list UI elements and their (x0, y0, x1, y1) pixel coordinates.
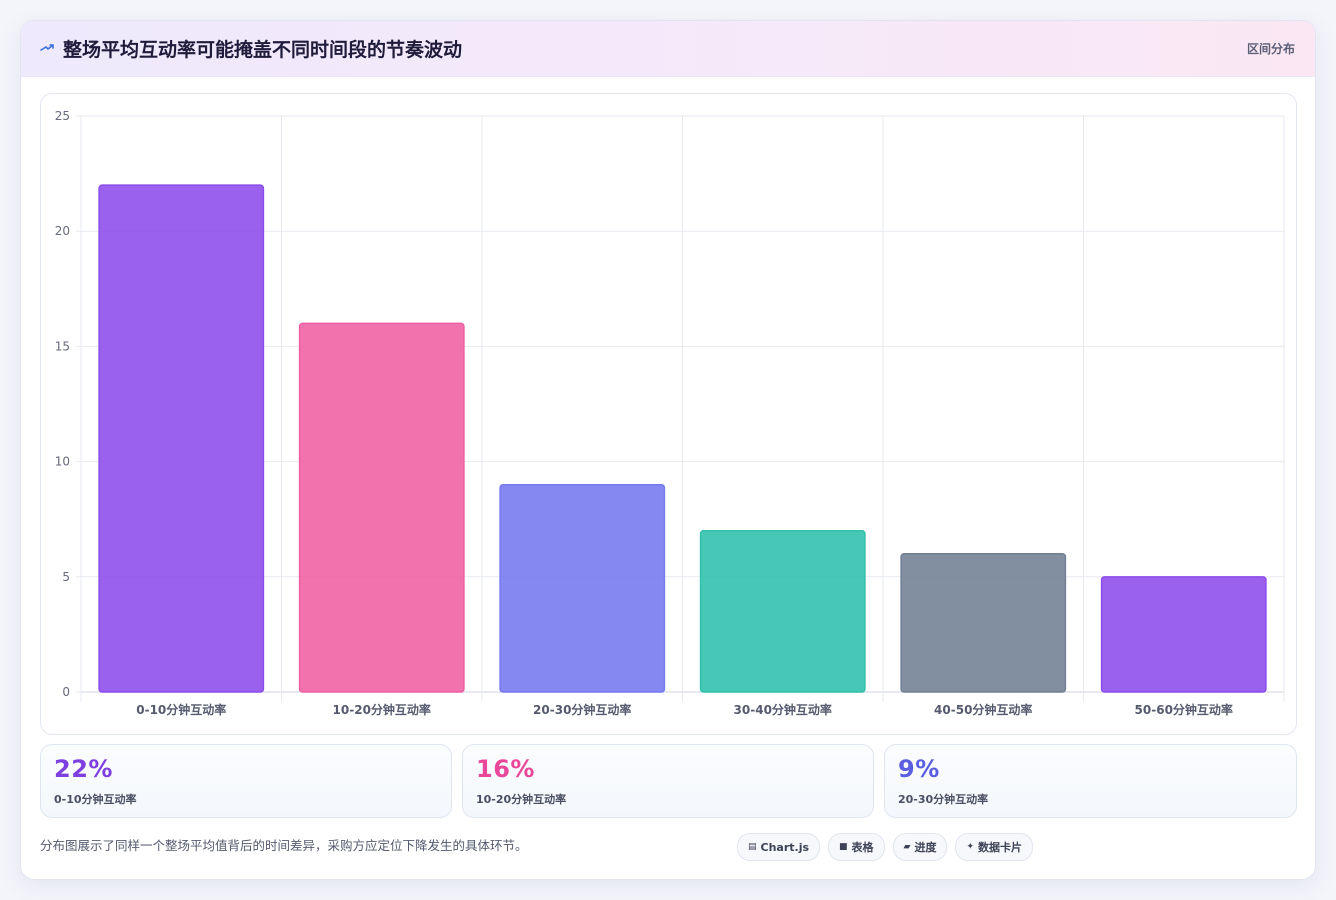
y-tick-label: 5 (62, 570, 70, 584)
x-tick-label: 0-10分钟互动率 (136, 702, 226, 717)
tag-label: 数据卡片 (978, 841, 1023, 854)
stat-value: 16% (476, 755, 535, 783)
bar (98, 184, 265, 693)
stat-card-0: 22% 0-10分钟互动率 (40, 744, 452, 818)
bar-chart: 0 5 10 15 20 25 0-10分钟互动率 10-20分钟互动率 20-30分钟互动率 3… (55, 109, 1285, 717)
stat-value: 22% (54, 755, 113, 783)
tag-chartjs[interactable]: ▤ Chart.js (737, 833, 821, 861)
tag-label: 表格 (851, 841, 874, 854)
stat-label: 0-10分钟互动率 (54, 793, 137, 806)
y-tick-label: 15 (55, 339, 70, 353)
distribution-badge: 区间分布 (1246, 42, 1295, 56)
stat-label: 20-30分钟互动率 (898, 793, 989, 806)
tag-list: ▤ Chart.js ■ 表格 ▰ 进度 ✦ 数据卡片 (737, 833, 1034, 861)
stat-card-1: 16% 10-20分钟互动率 (462, 744, 874, 818)
y-tick-label: 20 (55, 224, 70, 238)
bar (900, 553, 1067, 693)
progress-icon: ▰ (903, 842, 911, 852)
page-title: 整场平均互动率可能掩盖不同时间段的节奏波动 (63, 39, 463, 61)
stat-card-2: 9% 20-30分钟互动率 (884, 744, 1297, 818)
table-icon: ■ (839, 842, 848, 852)
chart-icon: ▤ (748, 842, 757, 852)
chart-panel: 0 5 10 15 20 25 0-10分钟互动率 10-20分钟互动率 20-30分钟互动率 3… (40, 93, 1297, 735)
trend-icon (40, 44, 54, 51)
bar (699, 530, 866, 693)
tag-label: Chart.js (760, 840, 810, 854)
x-tick-label: 40-50分钟互动率 (934, 702, 1032, 717)
tag-progress[interactable]: ▰ 进度 (892, 833, 948, 861)
y-tick-label: 10 (55, 455, 70, 469)
sparkle-icon: ✦ (966, 842, 975, 852)
bar (499, 483, 666, 693)
bar (298, 322, 465, 693)
x-tick-label: 30-40分钟互动率 (734, 702, 832, 717)
card-header: 整场平均互动率可能掩盖不同时间段的节奏波动 区间分布 (21, 21, 1315, 77)
tag-table[interactable]: ■ 表格 (828, 833, 885, 861)
stat-label: 10-20分钟互动率 (476, 793, 567, 806)
stat-value: 9% (898, 755, 940, 783)
tag-label: 进度 (914, 841, 937, 854)
x-tick-label: 20-30分钟互动率 (533, 702, 631, 717)
y-tick-label: 0 (62, 685, 70, 699)
tag-data-cards[interactable]: ✦ 数据卡片 (955, 833, 1034, 861)
report-card: 整场平均互动率可能掩盖不同时间段的节奏波动 区间分布 0 5 10 15 20 25 0-1… (20, 20, 1316, 880)
bar (1100, 576, 1267, 693)
footnote: 分布图展示了同样一个整场平均值背后的时间差异，采购方应定位下降发生的具体环节。 (40, 838, 528, 853)
x-tick-label: 50-60分钟互动率 (1135, 702, 1233, 717)
x-tick-label: 10-20分钟互动率 (333, 702, 431, 717)
y-tick-label: 25 (55, 109, 70, 123)
